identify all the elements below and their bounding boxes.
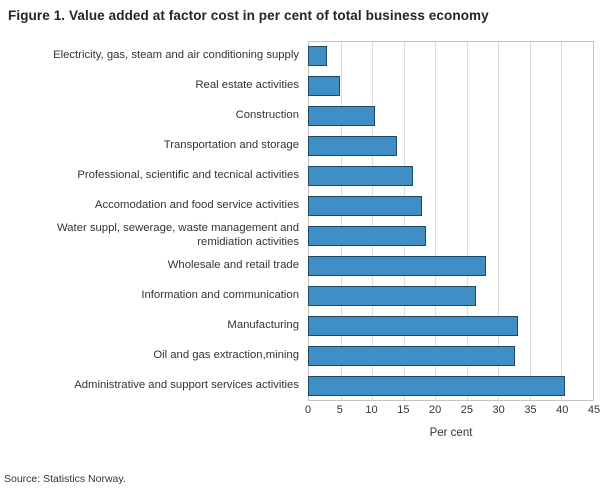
- bar-row: Water suppl, sewerage, waste management …: [8, 221, 594, 251]
- x-tick-label: 25: [460, 404, 473, 416]
- gridline: [561, 42, 563, 400]
- x-axis: Per cent: [308, 423, 594, 441]
- bar: [308, 316, 518, 336]
- gridline: [498, 42, 500, 400]
- bar-area: [308, 41, 594, 71]
- x-tick-label: 20: [428, 404, 442, 416]
- category-label: Accomodation and food service activities: [94, 199, 299, 212]
- category-label: Electricity, gas, steam and air conditio…: [53, 49, 299, 62]
- plot-area: [308, 41, 594, 401]
- x-tick-label: 15: [397, 404, 410, 416]
- x-tick-label: 35: [524, 404, 537, 416]
- source-note: Source: Statistics Norway.: [4, 473, 126, 485]
- bar-row: Information and communication: [8, 281, 594, 311]
- bar-area: [308, 161, 594, 191]
- bar: [308, 106, 375, 126]
- category-label: Construction: [235, 109, 299, 122]
- figure-title: Figure 1. Value added at factor cost in …: [8, 8, 489, 23]
- bar-area: [308, 131, 594, 161]
- x-axis-label: Per cent: [429, 427, 473, 439]
- bar-row: Transportation and storage: [8, 131, 594, 161]
- x-axis-ticks: 0 5 10 15 20 25 30 35 40 45: [304, 404, 600, 421]
- category-label: Administrative and support services acti…: [74, 379, 299, 392]
- bar-area: [308, 341, 594, 371]
- x-tick-label: 45: [587, 404, 601, 416]
- gridline: [403, 42, 405, 400]
- x-tick-label: 30: [492, 404, 505, 416]
- bar-area: [308, 101, 594, 131]
- bar-row: Real estate activities: [8, 71, 594, 101]
- bar-row: Administrative and support services acti…: [8, 371, 594, 401]
- gridline: [529, 42, 531, 400]
- gridline: [466, 42, 468, 400]
- bar: [308, 46, 328, 66]
- bar: [308, 286, 477, 306]
- bar-row: Wholesale and retail trade: [8, 251, 594, 281]
- x-tick-label: 10: [365, 404, 378, 416]
- category-label: Manufacturing: [227, 319, 299, 332]
- bar: [308, 196, 423, 216]
- bar: [308, 76, 340, 96]
- bar: [308, 256, 486, 276]
- bar: [308, 226, 426, 246]
- x-tick-label: 40: [556, 404, 569, 416]
- bar-area: [308, 371, 594, 401]
- bar-area: [308, 281, 594, 311]
- x-tick-label: 0: [304, 404, 312, 416]
- bar-rows: Electricity, gas, steam and air conditio…: [8, 41, 594, 401]
- gridline: [340, 42, 342, 400]
- category-label: Real estate activities: [195, 79, 299, 92]
- bar-chart: Electricity, gas, steam and air conditio…: [8, 41, 594, 401]
- bar: [308, 166, 413, 186]
- category-label: Wholesale and retail trade: [167, 259, 299, 272]
- bar-row: Accomodation and food service activities: [8, 191, 594, 221]
- category-label: Oil and gas extraction,mining: [153, 349, 299, 362]
- bar-row: Electricity, gas, steam and air conditio…: [8, 41, 594, 71]
- bar-row: Construction: [8, 101, 594, 131]
- category-label: Transportation and storage: [163, 139, 299, 152]
- bar-area: [308, 251, 594, 281]
- category-label: Professional, scientific and tecnical ac…: [77, 169, 299, 182]
- bar-area: [308, 311, 594, 341]
- bar-row: Manufacturing: [8, 311, 594, 341]
- gridline: [435, 42, 437, 400]
- bar-area: [308, 221, 594, 251]
- bar: [308, 136, 397, 156]
- bar-row: Professional, scientific and tecnical ac…: [8, 161, 594, 191]
- bar: [308, 376, 566, 396]
- gridline: [372, 42, 374, 400]
- category-label: Water suppl, sewerage, waste management …: [57, 222, 299, 248]
- x-tick-label: 5: [336, 404, 343, 416]
- bar-area: [308, 191, 594, 221]
- bar-area: [308, 71, 594, 101]
- bar-row: Oil and gas extraction,mining: [8, 341, 594, 371]
- category-label: Information and communication: [141, 289, 299, 302]
- bar: [308, 346, 515, 366]
